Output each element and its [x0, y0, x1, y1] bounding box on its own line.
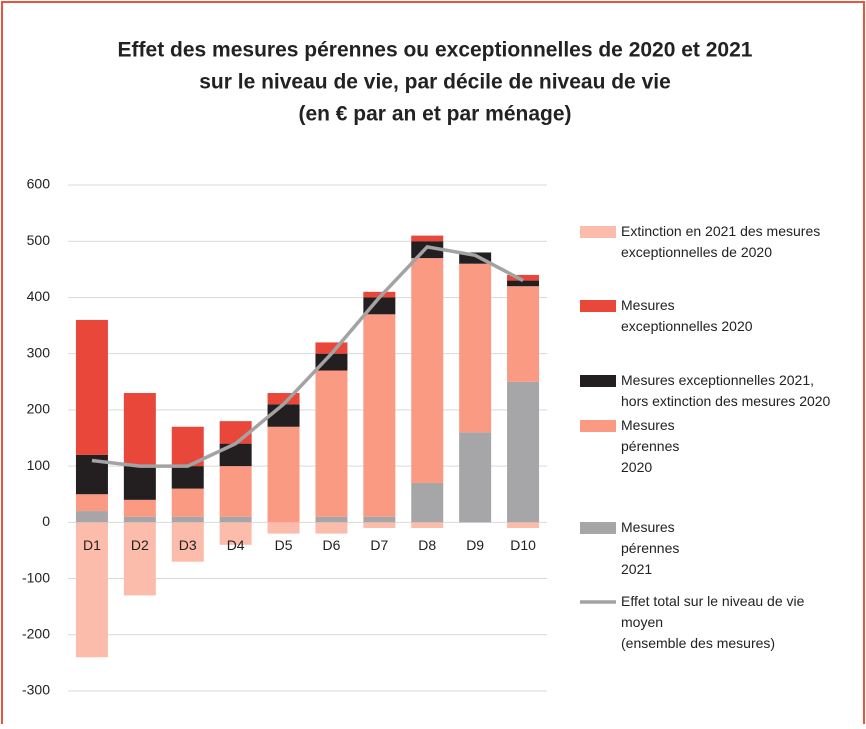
- bar: [75, 494, 108, 512]
- legend-line: Mesures: [621, 297, 675, 313]
- bar: [219, 516, 252, 523]
- x-tick-label: D7: [370, 537, 388, 553]
- bar: [123, 499, 156, 517]
- bar: [363, 516, 396, 523]
- chart-title: sur le niveau de vie, par décile de nive…: [199, 71, 671, 94]
- bar: [171, 466, 204, 489]
- bar: [219, 522, 252, 545]
- legend-label: Mesures exceptionnelles 2021, hors extinc…: [621, 372, 831, 409]
- bar: [315, 353, 348, 371]
- line: [91, 244, 524, 468]
- x-tick-label: D8: [418, 537, 436, 553]
- bar: [459, 263, 492, 433]
- y-tick-label: -100: [22, 569, 50, 585]
- legend-line: exceptionnelles de 2020: [621, 244, 772, 260]
- bar: [315, 370, 348, 517]
- bar: [363, 314, 396, 517]
- legend-label: Mesures exceptionnelles 2020: [621, 297, 753, 334]
- y-tick-label: 300: [27, 344, 51, 360]
- y-tick-label: 400: [27, 288, 51, 304]
- y-tick-label: -200: [22, 625, 50, 641]
- legend-label: Effet total sur le niveau de vie moyen (en…: [621, 593, 805, 651]
- bar: [267, 426, 300, 523]
- bar: [75, 522, 108, 658]
- legend-swatch: [580, 375, 616, 387]
- legend-line: Effet total sur le niveau de vie: [621, 593, 805, 609]
- legend-swatch: [580, 226, 616, 238]
- x-tick-label: D5: [275, 537, 293, 553]
- x-tick-label: D3: [179, 537, 197, 553]
- bar: [123, 516, 156, 523]
- bar: [363, 297, 396, 315]
- bar: [315, 516, 348, 523]
- x-tick-label: D10: [510, 537, 536, 553]
- legend-line: moyen: [621, 614, 663, 630]
- legend-line: pérennes: [621, 438, 679, 454]
- legend-swatch: [580, 420, 616, 432]
- bar: [411, 235, 444, 242]
- bar: [507, 274, 540, 281]
- bar: [411, 482, 444, 523]
- bar: [507, 280, 540, 287]
- legend-line: Extinction en 2021 des mesures: [621, 223, 820, 239]
- y-tick-label: -300: [22, 682, 50, 698]
- x-tick-label: D6: [322, 537, 340, 553]
- legend-line: Mesures: [621, 417, 675, 433]
- x-tick-label: D2: [131, 537, 149, 553]
- bar: [507, 286, 540, 382]
- legend-line: (ensemble des mesures): [621, 635, 775, 651]
- x-tick-label: D1: [83, 537, 101, 553]
- bar: [363, 291, 396, 298]
- bar: [123, 466, 156, 500]
- legend-label: Extinction en 2021 des mesures exceptionn…: [621, 223, 820, 260]
- bar: [123, 393, 156, 467]
- chart-title: Effet des mesures pérennes ou exceptionn…: [118, 39, 753, 62]
- bar: [507, 381, 540, 523]
- y-tick-label: 500: [27, 232, 51, 248]
- legend-line: 2020: [621, 459, 652, 475]
- legend-line: pérennes: [621, 540, 679, 556]
- y-tick-label: 600: [27, 176, 51, 192]
- legend-label: Mesures pérennes 2020: [621, 417, 679, 475]
- bar: [315, 342, 348, 354]
- bar: [75, 319, 108, 455]
- y-tick-label: 0: [42, 513, 50, 529]
- bar: [171, 488, 204, 517]
- bar: [411, 522, 444, 528]
- bar: [123, 522, 156, 596]
- legend-swatch: [580, 300, 616, 312]
- bar: [459, 432, 492, 523]
- bar: [219, 466, 252, 517]
- bar: [267, 522, 300, 534]
- legend-line: exceptionnelles 2020: [621, 318, 753, 334]
- legend-line: Mesures: [621, 519, 675, 535]
- legend-line: Mesures exceptionnelles 2021,: [621, 372, 814, 388]
- x-tick-label: D4: [227, 537, 245, 553]
- legend-line: hors extinction des mesures 2020: [621, 393, 831, 409]
- chart-title: (en € par an et par ménage): [298, 103, 571, 126]
- bar: [171, 522, 204, 562]
- legend-label: Mesures pérennes 2021: [621, 519, 679, 577]
- bar: [171, 516, 204, 523]
- bar: [315, 522, 348, 534]
- bar: [459, 252, 492, 264]
- bar: [75, 511, 108, 523]
- legend-swatch: [580, 522, 616, 534]
- legend-line: 2021: [621, 561, 652, 577]
- bar: [507, 522, 540, 528]
- bar: [267, 393, 300, 405]
- x-tick-label: D9: [466, 537, 484, 553]
- bar: [411, 258, 444, 483]
- y-tick-label: 200: [27, 401, 51, 417]
- bar: [363, 522, 396, 528]
- y-tick-label: 100: [27, 457, 51, 473]
